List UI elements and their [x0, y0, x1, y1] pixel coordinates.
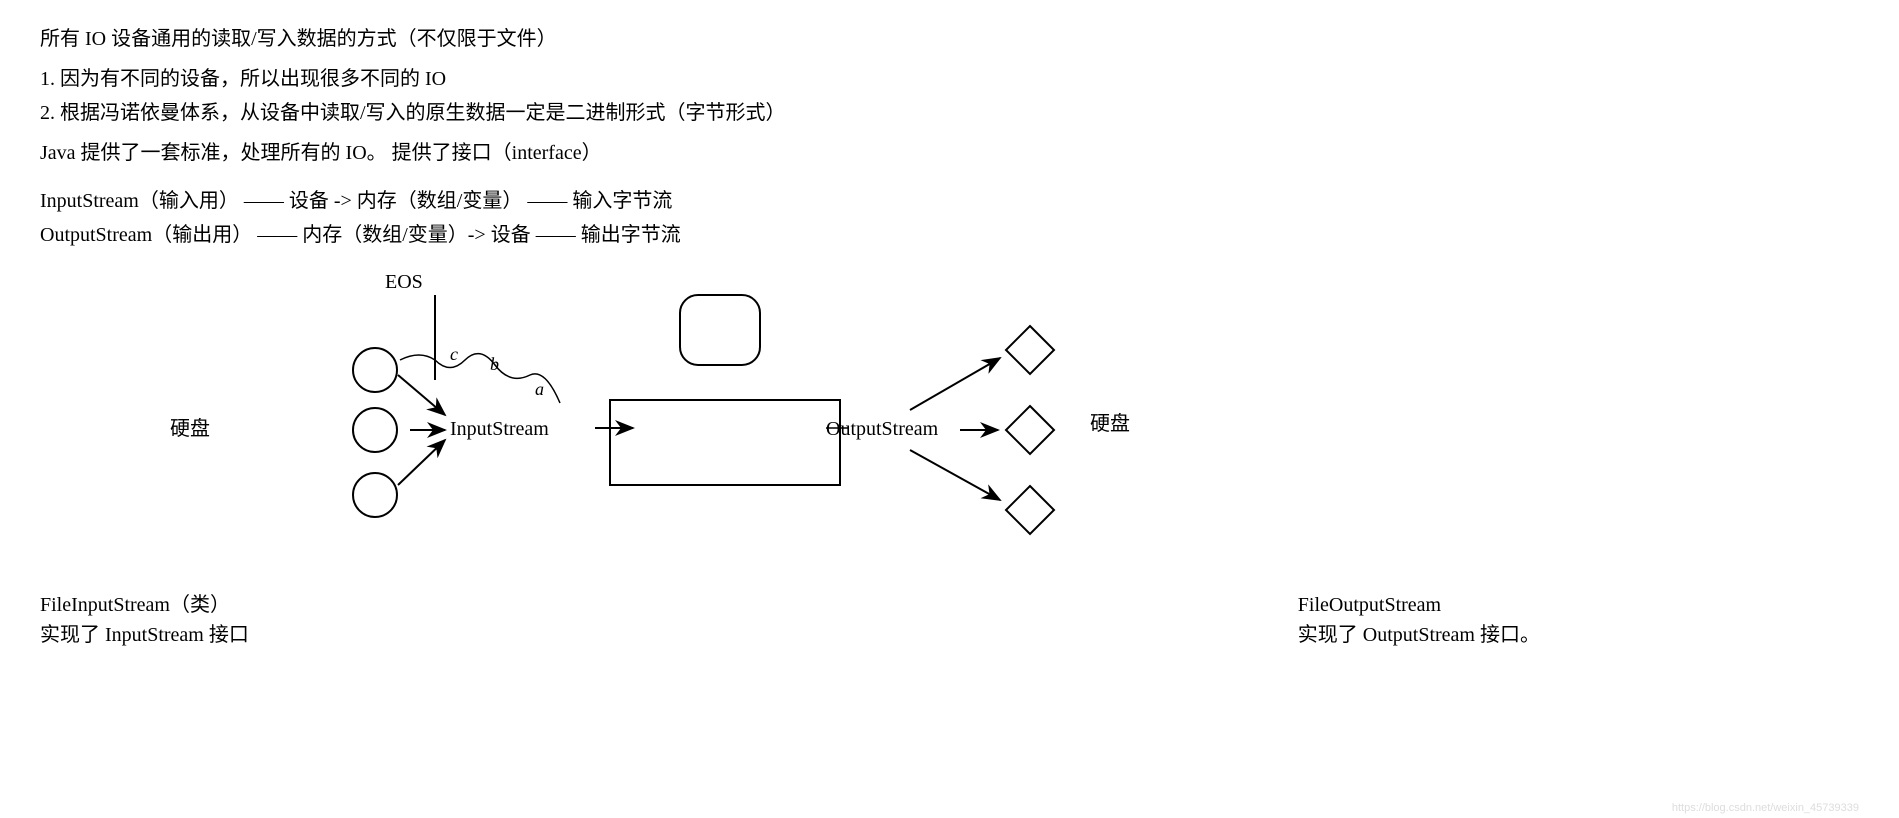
- point-1: 1. 因为有不同的设备，所以出现很多不同的 IO: [40, 64, 1859, 94]
- svg-text:c: c: [450, 344, 458, 364]
- inputstream-line: InputStream（输入用） —— 设备 -> 内存（数组/变量） —— 输…: [40, 186, 1859, 216]
- file-input-stream-desc: 实现了 InputStream 接口: [40, 620, 249, 650]
- watermark: https://blog.csdn.net/weixin_45739339: [1672, 802, 1859, 814]
- file-output-stream-desc: 实现了 OutputStream 接口。: [1298, 620, 1540, 650]
- file-output-stream-label: FileOutputStream: [1298, 590, 1540, 620]
- java-line: Java 提供了一套标准，处理所有的 IO。 提供了接口（interface）: [40, 138, 1859, 168]
- svg-text:InputStream: InputStream: [450, 418, 549, 440]
- outputstream-line: OutputStream（输出用） —— 内存（数组/变量）-> 设备 —— 输…: [40, 220, 1859, 250]
- file-input-stream-label: FileInputStream（类）: [40, 590, 249, 620]
- svg-text:硬盘: 硬盘: [170, 417, 210, 440]
- svg-text:EOS: EOS: [385, 271, 423, 293]
- svg-text:硬盘: 硬盘: [1090, 412, 1130, 435]
- io-diagram: 硬盘EOScbaInputStreamOutputStream硬盘: [40, 260, 1640, 590]
- svg-text:OutputStream: OutputStream: [826, 418, 939, 440]
- svg-text:a: a: [535, 379, 544, 399]
- point-2: 2. 根据冯诺依曼体系，从设备中读取/写入的原生数据一定是二进制形式（字节形式）: [40, 98, 1859, 128]
- header-title: 所有 IO 设备通用的读取/写入数据的方式（不仅限于文件）: [40, 24, 1859, 54]
